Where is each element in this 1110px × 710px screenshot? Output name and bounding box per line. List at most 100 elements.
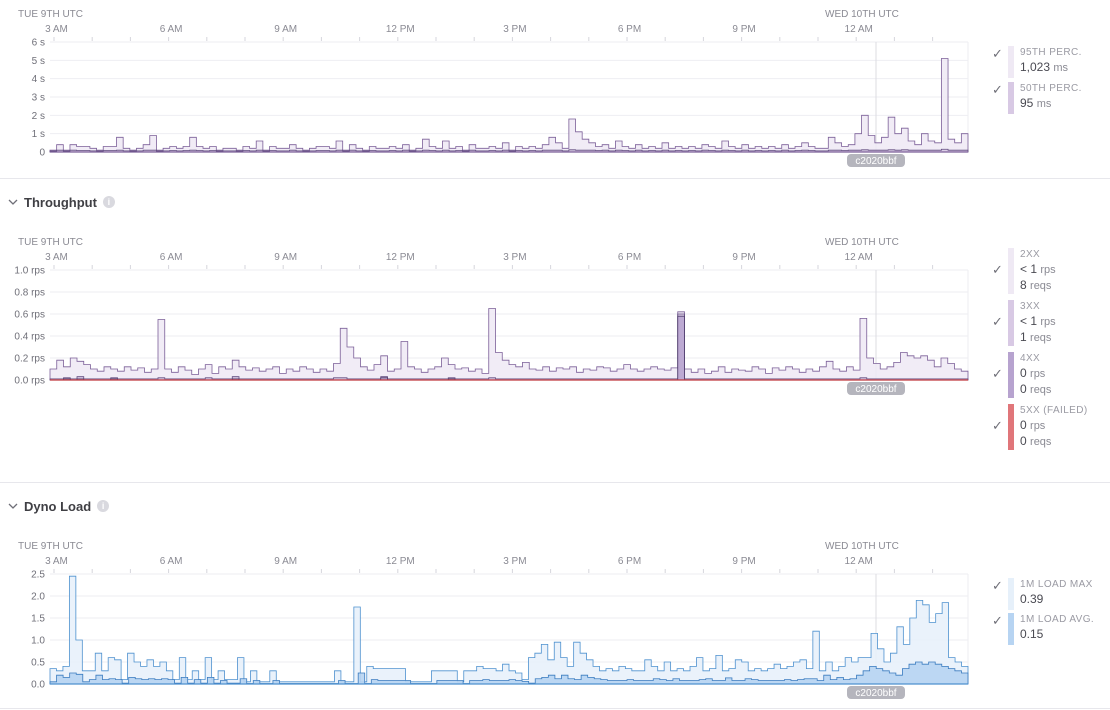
x-tick-label: 6 AM xyxy=(160,556,183,567)
series-area-1m-load-avg- xyxy=(49,661,969,685)
x-tick-label: 3 AM xyxy=(45,24,68,35)
x-tick-label: 3 PM xyxy=(503,252,526,263)
checkmark-icon[interactable]: ✓ xyxy=(992,366,1003,381)
day-label: WED 10TH UTC xyxy=(825,9,899,20)
x-tick-label: 3 AM xyxy=(45,556,68,567)
chevron-down-icon[interactable] xyxy=(6,499,20,513)
checkmark-icon[interactable]: ✓ xyxy=(992,314,1003,329)
legend-label: 50TH PERC. xyxy=(1020,83,1082,94)
y-tick-label: 2.5 xyxy=(31,570,45,581)
y-tick-label: 0.0 xyxy=(31,680,45,691)
x-tick-label: 6 PM xyxy=(618,24,641,35)
legend-value: 0.39 xyxy=(1020,592,1044,606)
checkmark-icon[interactable]: ✓ xyxy=(992,262,1003,277)
legend-swatch xyxy=(1008,404,1014,450)
x-tick-label: 3 AM xyxy=(45,252,68,263)
legend-swatch xyxy=(1008,300,1014,346)
y-tick-label: 1.0 rps xyxy=(14,266,45,277)
dyno-load-panel: TUE 9TH UTC WED 10TH UTC 3 AM 6 AM 9 AM 12 PM… xyxy=(0,532,1110,710)
legend-label: 95TH PERC. xyxy=(1020,47,1082,58)
legend-label: 1M LOAD AVG. xyxy=(1020,614,1095,625)
legend-count: 1 reqs xyxy=(1020,330,1052,344)
legend-swatch xyxy=(1008,82,1014,114)
release-badge-label: c2020bbf xyxy=(855,384,896,395)
dyno-load-chart[interactable]: TUE 9TH UTC WED 10TH UTC 3 AM 6 AM 9 AM 12 PM… xyxy=(0,536,980,708)
x-tick-label: 3 PM xyxy=(503,556,526,567)
x-tick-label: 9 PM xyxy=(732,24,755,35)
y-tick-label: 3 s xyxy=(32,93,45,104)
legend-label: 5XX (FAILED) xyxy=(1020,405,1088,416)
series-area-50th-perc- xyxy=(49,148,969,153)
chevron-down-icon[interactable] xyxy=(6,195,20,209)
response-time-legend: ✓ 95TH PERC. 1,023 ms ✓ 50TH PERC. 95 ms xyxy=(990,46,1106,118)
legend-count: 0 reqs xyxy=(1020,434,1052,448)
y-tick-label: 0.4 rps xyxy=(14,332,45,343)
section-divider xyxy=(0,178,1110,179)
checkmark-icon[interactable]: ✓ xyxy=(992,613,1003,628)
y-tick-label: 2.0 xyxy=(31,592,45,603)
checkmark-icon[interactable]: ✓ xyxy=(992,578,1003,593)
y-tick-label: 1.0 xyxy=(31,636,45,647)
y-tick-label: 0.6 rps xyxy=(14,310,45,321)
legend-label: 4XX xyxy=(1020,353,1041,364)
legend-value: 1,023 ms xyxy=(1020,60,1069,74)
checkmark-icon[interactable]: ✓ xyxy=(992,418,1003,433)
legend-item[interactable]: ✓ 3XX < 1 rps 1 reqs xyxy=(990,300,1106,346)
section-title: Throughput xyxy=(24,194,97,210)
x-tick-label: 12 AM xyxy=(845,24,873,35)
legend-rate: < 1 rps xyxy=(1020,314,1056,328)
release-badge xyxy=(847,154,905,167)
response-time-chart[interactable]: TUE 9TH UTC WED 10TH UTC 3 AM 6 AM 9 AM 12 PM… xyxy=(0,4,980,176)
legend-item[interactable]: ✓ 5XX (FAILED) 0 rps 0 reqs xyxy=(990,404,1106,450)
x-tick-label: 12 PM xyxy=(386,556,415,567)
x-tick-label: 12 AM xyxy=(845,252,873,263)
x-tick-label: 12 PM xyxy=(386,252,415,263)
day-label: TUE 9TH UTC xyxy=(18,541,83,552)
legend-swatch xyxy=(1008,248,1014,294)
legend-swatch xyxy=(1008,613,1014,645)
legend-item-50th[interactable]: ✓ 50TH PERC. 95 ms xyxy=(990,82,1106,114)
legend-item-95th[interactable]: ✓ 95TH PERC. 1,023 ms xyxy=(990,46,1106,78)
legend-item[interactable]: ✓ 2XX < 1 rps 8 reqs xyxy=(990,248,1106,294)
throughput-chart[interactable]: TUE 9TH UTC WED 10TH UTC 3 AM 6 AM 9 AM 12 PM… xyxy=(0,232,980,404)
y-tick-label: 4 s xyxy=(32,74,45,85)
series-area-1m-load-max xyxy=(49,575,969,685)
y-tick-label: 1.5 xyxy=(31,614,45,625)
legend-swatch xyxy=(1008,352,1014,398)
legend-label: 3XX xyxy=(1020,301,1041,312)
y-tick-label: 1 s xyxy=(32,129,45,140)
legend-item[interactable]: ✓ 4XX 0 rps 0 reqs xyxy=(990,352,1106,398)
x-tick-label: 9 PM xyxy=(732,556,755,567)
legend-item[interactable]: ✓ 1M LOAD MAX 0.39 xyxy=(990,578,1106,610)
x-tick-label: 12 AM xyxy=(845,556,873,567)
release-badge-label: c2020bbf xyxy=(855,688,896,699)
y-tick-label: 0.8 rps xyxy=(14,288,45,299)
x-tick-label: 9 PM xyxy=(732,252,755,263)
x-tick-label: 6 AM xyxy=(160,24,183,35)
day-label: TUE 9TH UTC xyxy=(18,9,83,20)
section-title: Dyno Load xyxy=(24,498,92,514)
response-time-panel: TUE 9TH UTC WED 10TH UTC 3 AM 6 AM 9 AM 12 PM… xyxy=(0,0,1110,178)
legend-rate: < 1 rps xyxy=(1020,262,1056,276)
legend-label: 1M LOAD MAX xyxy=(1020,579,1093,590)
y-tick-label: 2 s xyxy=(32,111,45,122)
y-tick-label: 0.5 xyxy=(31,658,45,669)
legend-value: 95 ms xyxy=(1020,96,1052,110)
info-icon[interactable]: i xyxy=(102,196,115,208)
checkmark-icon[interactable]: ✓ xyxy=(992,82,1003,97)
legend-value: 0.15 xyxy=(1020,627,1044,641)
dyno-load-header[interactable]: Dyno Load i xyxy=(6,496,110,516)
release-badge xyxy=(847,686,905,699)
legend-label: 2XX xyxy=(1020,249,1041,260)
y-tick-label: 0.2 rps xyxy=(14,354,45,365)
checkmark-icon[interactable]: ✓ xyxy=(992,46,1003,61)
legend-count: 0 reqs xyxy=(1020,382,1052,396)
throughput-header[interactable]: Throughput i xyxy=(6,192,115,212)
x-tick-label: 6 PM xyxy=(618,252,641,263)
info-icon[interactable]: i xyxy=(97,500,110,512)
x-tick-label: 12 PM xyxy=(386,24,415,35)
legend-item[interactable]: ✓ 1M LOAD AVG. 0.15 xyxy=(990,613,1106,645)
y-tick-label: 0 xyxy=(39,148,45,159)
series-area-2xx xyxy=(49,308,969,381)
section-divider xyxy=(0,482,1110,483)
